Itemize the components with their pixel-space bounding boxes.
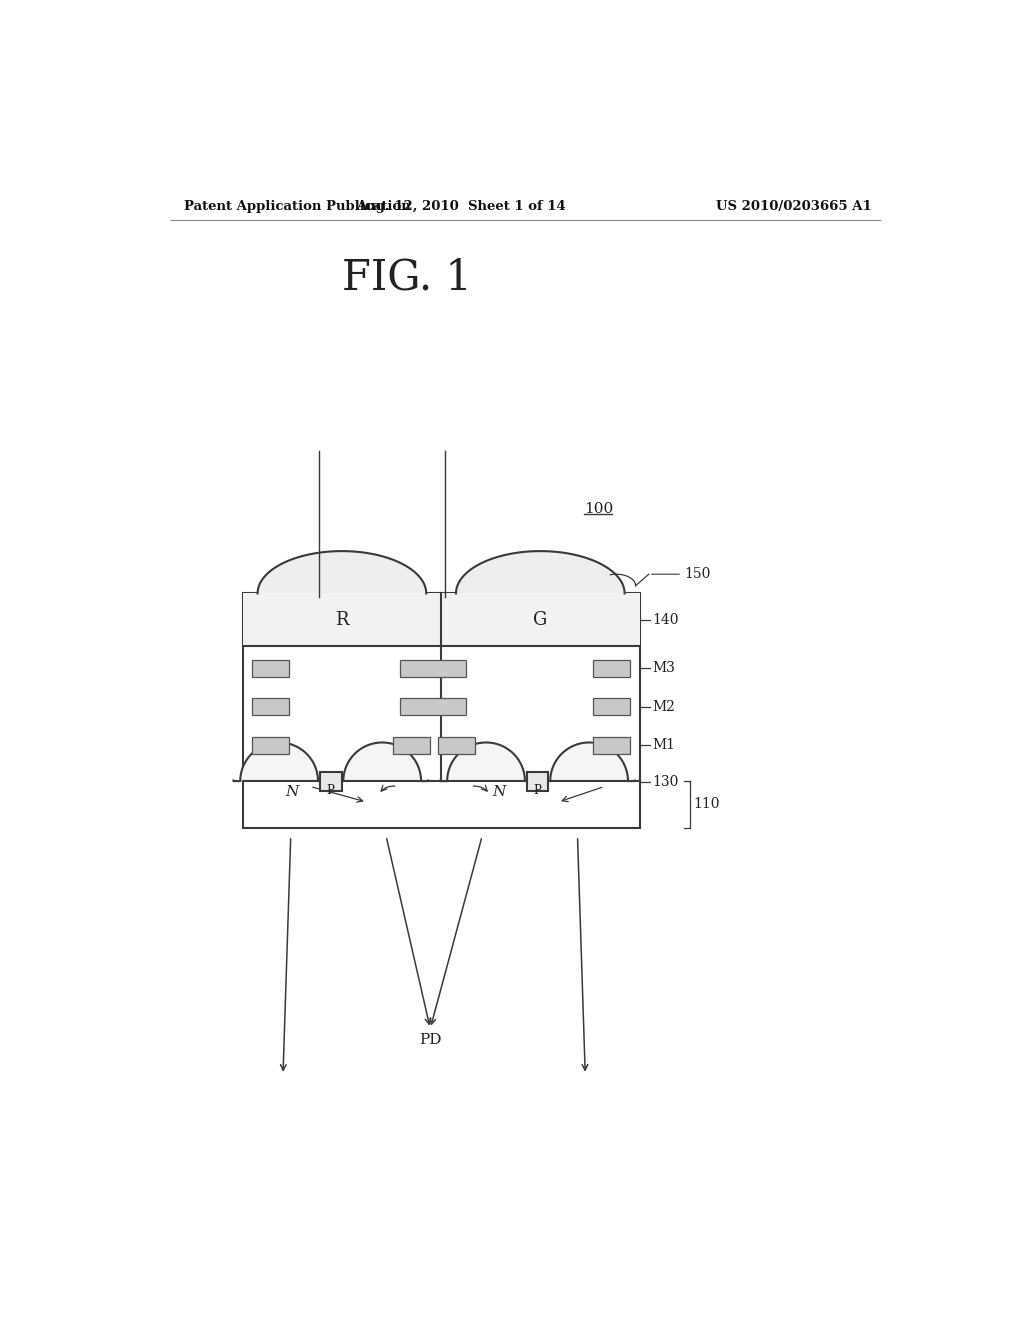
Text: N: N [493, 784, 506, 799]
Text: FIG. 1: FIG. 1 [342, 257, 472, 298]
Bar [243, 594, 640, 645]
Bar [400, 698, 466, 715]
Text: 100: 100 [584, 502, 613, 516]
Text: 130: 130 [652, 775, 679, 789]
Text: 150: 150 [684, 568, 711, 581]
Text: R: R [335, 611, 348, 628]
Bar [400, 660, 466, 677]
Bar [392, 737, 430, 754]
Polygon shape [544, 742, 635, 781]
Bar [252, 660, 289, 677]
Bar [252, 698, 289, 715]
Text: Patent Application Publication: Patent Application Publication [183, 199, 411, 213]
Text: G: G [534, 611, 548, 628]
Polygon shape [233, 742, 325, 781]
Bar [319, 772, 342, 791]
Text: M2: M2 [652, 700, 676, 714]
Bar [593, 737, 630, 754]
Text: M1: M1 [652, 738, 676, 752]
Polygon shape [258, 552, 426, 594]
Bar [243, 594, 640, 829]
Polygon shape [456, 552, 625, 594]
Text: M3: M3 [652, 661, 676, 675]
Bar [252, 737, 289, 754]
Text: PD: PD [419, 1034, 441, 1047]
Bar [526, 772, 549, 791]
Polygon shape [337, 742, 428, 781]
Text: P: P [327, 784, 335, 797]
Bar [437, 737, 475, 754]
Text: N: N [286, 784, 299, 799]
Text: Aug. 12, 2010  Sheet 1 of 14: Aug. 12, 2010 Sheet 1 of 14 [356, 199, 566, 213]
Text: 140: 140 [652, 612, 679, 627]
Bar [593, 698, 630, 715]
Text: P: P [534, 784, 542, 797]
Polygon shape [440, 742, 531, 781]
Text: 110: 110 [693, 797, 720, 812]
Text: US 2010/0203665 A1: US 2010/0203665 A1 [716, 199, 872, 213]
Bar [593, 660, 630, 677]
